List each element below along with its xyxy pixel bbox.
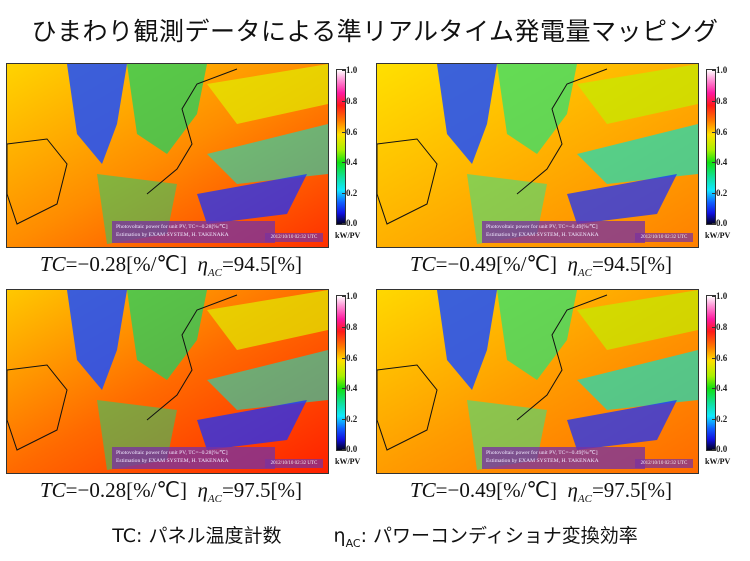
colorbar-tick: 0.0 [341,444,358,454]
map-panel-1: Photovoltaic power for unit PV, TC=−0.28… [6,63,376,288]
map-panel-4: Photovoltaic power for unit PV, TC=−0.49… [376,289,746,514]
colorbar-tick: 0.8 [341,322,358,332]
colorbar-tick: 0.6 [711,353,728,363]
colorbar-tick: 0.8 [711,96,728,106]
colorbar-tick: 0.4 [711,157,728,167]
panel-caption: TC=−0.49[%/℃] ηAC=97.5[%] [376,478,706,505]
map-panel-3: Photovoltaic power for unit PV, TC=−0.28… [6,289,376,514]
satellite-map-image [377,64,698,247]
map-panel-2: Photovoltaic power for unit PV, TC=−0.49… [376,63,746,288]
colorbar-tick: 1.0 [711,65,728,75]
satellite-map-image [7,64,328,247]
colorbar-unit: kW/PV [335,231,361,240]
overlay-line-1: Photovoltaic power for unit PV, TC=−0.28… [116,450,228,456]
power-map: Photovoltaic power for unit PV, TC=−0.49… [376,289,699,474]
overlay-line-1: Photovoltaic power for unit PV, TC=−0.28… [116,224,228,230]
tc-label: TC [409,478,436,502]
eta-label: η [567,252,578,276]
legend-eta-sub: AC [345,536,361,550]
eta-value: =94.5[%] [221,252,303,276]
panel-caption: TC=−0.28[%/℃] ηAC=97.5[%] [6,478,336,505]
eta-sub: AC [577,267,592,280]
overlay-line-2: Estimation by EXAM SYSTEM, H. TAKENAKA [116,458,229,464]
colorbar [706,295,716,451]
timestamp: 2012/10/10 02:32 UTC [635,233,693,242]
colorbar [336,69,346,225]
overlay-line-2: Estimation by EXAM SYSTEM, H. TAKENAKA [486,232,599,238]
colorbar-tick: 0.0 [341,218,358,228]
power-map: Photovoltaic power for unit PV, TC=−0.28… [6,63,329,248]
map-overlay-label: Photovoltaic power for unit PV, TC=−0.49… [482,447,645,469]
power-map: Photovoltaic power for unit PV, TC=−0.28… [6,289,329,474]
colorbar-unit: kW/PV [705,457,731,466]
tc-value: =−0.28[%/℃] [65,252,187,276]
colorbar-tick: 1.0 [711,291,728,301]
overlay-line-2: Estimation by EXAM SYSTEM, H. TAKENAKA [486,458,599,464]
timestamp: 2012/10/10 02:32 UTC [265,233,323,242]
colorbar-tick: 0.6 [341,353,358,363]
eta-sub: AC [577,493,592,506]
colorbar [706,69,716,225]
timestamp: 2012/10/10 02:32 UTC [265,459,323,468]
satellite-map-image [7,290,328,473]
timestamp: 2012/10/10 02:32 UTC [635,459,693,468]
colorbar-tick: 1.0 [341,65,358,75]
legend: TC: パネル温度計数 ηAC: パワーコンディショナ変換効率 [0,521,750,550]
colorbar-tick: 0.4 [341,157,358,167]
eta-label: η [567,478,578,502]
colorbar-tick: 0.0 [711,218,728,228]
colorbar-tick: 0.6 [711,127,728,137]
panel-caption: TC=−0.28[%/℃] ηAC=94.5[%] [6,252,336,279]
colorbar-tick: 0.2 [711,188,728,198]
eta-value: =97.5[%] [591,478,673,502]
colorbar-unit: kW/PV [335,457,361,466]
tc-value: =−0.28[%/℃] [65,478,187,502]
colorbar-tick: 0.4 [711,383,728,393]
map-overlay-label: Photovoltaic power for unit PV, TC=−0.49… [482,221,645,243]
colorbar-tick: 0.8 [341,96,358,106]
overlay-line-1: Photovoltaic power for unit PV, TC=−0.49… [486,450,598,456]
eta-value: =94.5[%] [591,252,673,276]
eta-value: =97.5[%] [221,478,303,502]
tc-label: TC [39,252,66,276]
overlay-line-2: Estimation by EXAM SYSTEM, H. TAKENAKA [116,232,229,238]
tc-label: TC [39,478,66,502]
tc-label: TC [409,252,436,276]
colorbar [336,295,346,451]
eta-sub: AC [207,493,222,506]
legend-eta-symbol: η [333,525,346,547]
colorbar-tick: 0.2 [341,414,358,424]
map-overlay-label: Photovoltaic power for unit PV, TC=−0.28… [112,221,275,243]
map-overlay-label: Photovoltaic power for unit PV, TC=−0.28… [112,447,275,469]
legend-tc-term: TC: パネル温度計数 [112,525,282,547]
colorbar-tick: 0.0 [711,444,728,454]
eta-label: η [197,252,208,276]
colorbar-tick: 0.8 [711,322,728,332]
power-map: Photovoltaic power for unit PV, TC=−0.49… [376,63,699,248]
eta-sub: AC [207,267,222,280]
colorbar-tick: 0.6 [341,127,358,137]
colorbar-tick: 0.2 [341,188,358,198]
colorbar-unit: kW/PV [705,231,731,240]
tc-value: =−0.49[%/℃] [435,478,557,502]
overlay-line-1: Photovoltaic power for unit PV, TC=−0.49… [486,224,598,230]
eta-label: η [197,478,208,502]
colorbar-tick: 1.0 [341,291,358,301]
tc-value: =−0.49[%/℃] [435,252,557,276]
satellite-map-image [377,290,698,473]
colorbar-tick: 0.4 [341,383,358,393]
page-title: ひまわり観測データによる準リアルタイム発電量マッピング [31,17,719,46]
colorbar-tick: 0.2 [711,414,728,424]
legend-eta-term: : パワーコンディショナ変換効率 [360,525,638,547]
panel-caption: TC=−0.49[%/℃] ηAC=94.5[%] [376,252,706,279]
